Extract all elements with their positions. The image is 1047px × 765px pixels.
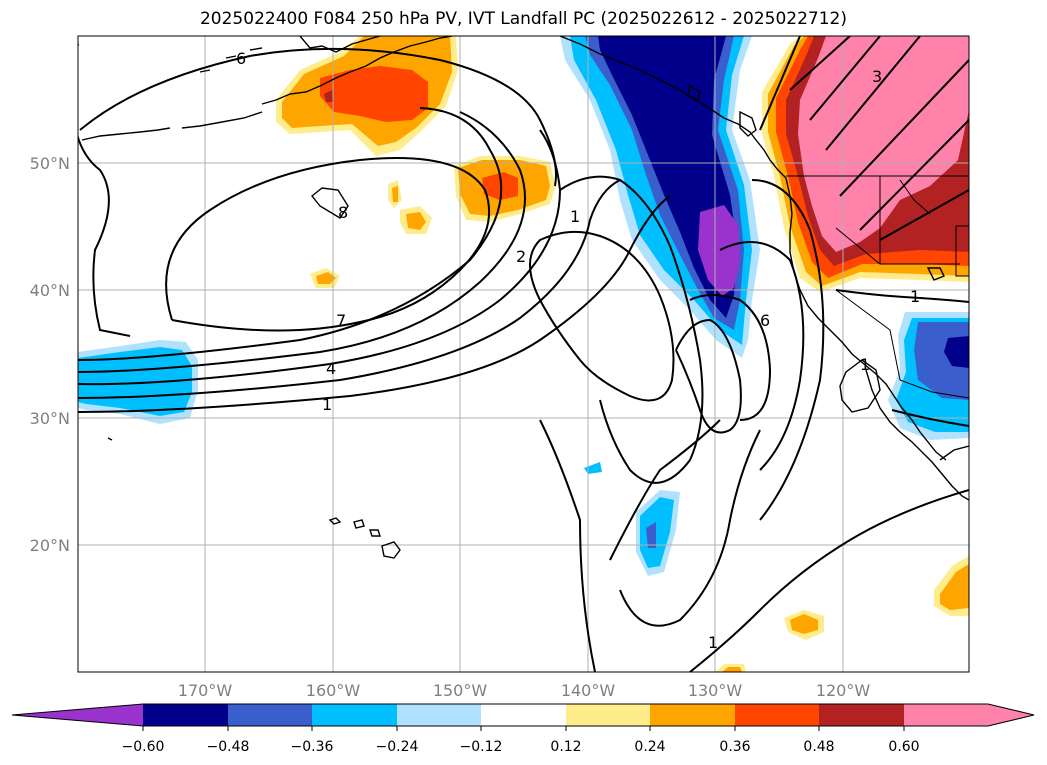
lon-label: 120°W [816, 681, 871, 700]
pos-anomaly-small [722, 667, 742, 672]
colorbar-tick-label: −0.48 [207, 739, 250, 755]
lon-label: 130°W [688, 681, 743, 700]
ivt-shading [78, 36, 969, 672]
contour-label: 3 [872, 67, 882, 86]
colorbar-swatch [143, 704, 228, 726]
pos-anomaly-small [940, 564, 969, 610]
lat-label: 50°N [30, 154, 70, 173]
colorbar-swatch [228, 704, 312, 726]
colorbar-swatch [397, 704, 481, 726]
neg-anomaly-small [646, 522, 656, 548]
contour-label: 6 [236, 49, 246, 68]
contour-label: 6 [760, 311, 770, 330]
colorbar-tick-label: 0.36 [719, 739, 750, 755]
pos-anomaly-small [406, 212, 426, 230]
pos-anomaly-alaska [320, 66, 428, 122]
pos-anomaly-midpacific [482, 172, 518, 200]
pos-anomaly-small [392, 186, 398, 202]
lat-label: 40°N [30, 281, 70, 300]
lon-label: 170°W [178, 681, 233, 700]
latitude-labels: 50°N 40°N 30°N 20°N [30, 154, 70, 555]
neg-anomaly-coast [698, 205, 740, 296]
lon-label: 140°W [561, 681, 616, 700]
contour-label: 8 [338, 203, 348, 222]
map-frame [77, 35, 970, 673]
lat-label: 20°N [30, 536, 70, 555]
colorbar-swatch [735, 704, 819, 726]
contour-label: 2 [516, 247, 526, 266]
colorbar-swatch [312, 704, 397, 726]
pos-anomaly-small [790, 614, 818, 634]
colorbar-swatch [650, 704, 735, 726]
lon-label: 150°W [433, 681, 488, 700]
colorbar-swatch [481, 704, 566, 726]
colorbar-extend-low [12, 704, 143, 726]
map-plot-area: 6 8 7 4 1 2 1 6 3 1 1 1 [78, 36, 969, 672]
neg-anomaly-small [640, 497, 674, 568]
contour-label: 1 [570, 207, 580, 226]
colorbar-tick-label: −0.36 [291, 739, 334, 755]
political-borders [786, 175, 969, 399]
neg-anomaly-socal [944, 336, 969, 368]
contour-label: 1 [910, 287, 920, 306]
colorbar-tick-label: −0.60 [122, 739, 165, 755]
contour-label: 7 [336, 311, 346, 330]
contour-labels: 6 8 7 4 1 2 1 6 3 1 1 1 [236, 49, 920, 652]
pv-contours [78, 36, 969, 672]
neg-anomaly-west [78, 347, 192, 416]
pos-anomaly-interior [798, 36, 969, 252]
colorbar-swatch [904, 704, 988, 726]
colorbar-tick-label: −0.12 [460, 739, 503, 755]
gridlines [78, 36, 969, 672]
colorbar: −0.60 −0.48 −0.36 −0.24 −0.12 0.12 0.24 … [11, 703, 1035, 755]
colorbar-ticks [142, 726, 905, 731]
colorbar-tick-label: 0.60 [888, 739, 919, 755]
contour-label: 1 [860, 355, 870, 374]
colorbar-extend-high [988, 704, 1034, 726]
contour-label: 1 [322, 395, 332, 414]
coastlines [81, 36, 969, 559]
contour-label: 4 [326, 359, 336, 378]
pos-anomaly-small [316, 272, 336, 284]
lat-label: 30°N [30, 409, 70, 428]
colorbar-tick-label: 0.48 [803, 739, 834, 755]
contour-label: 1 [708, 633, 718, 652]
chart-title: 2025022400 F084 250 hPa PV, IVT Landfall… [199, 9, 847, 29]
pos-anomaly-alaska [324, 90, 334, 102]
longitude-labels: 170°W 160°W 150°W 140°W 130°W 120°W [178, 681, 871, 700]
colorbar-tick-label: −0.24 [376, 739, 419, 755]
colorbar-tick-label: 0.12 [550, 739, 581, 755]
colorbar-tick-label: 0.24 [634, 739, 665, 755]
colorbar-swatch [819, 704, 904, 726]
colorbar-swatch [566, 704, 650, 726]
lon-label: 160°W [306, 681, 361, 700]
